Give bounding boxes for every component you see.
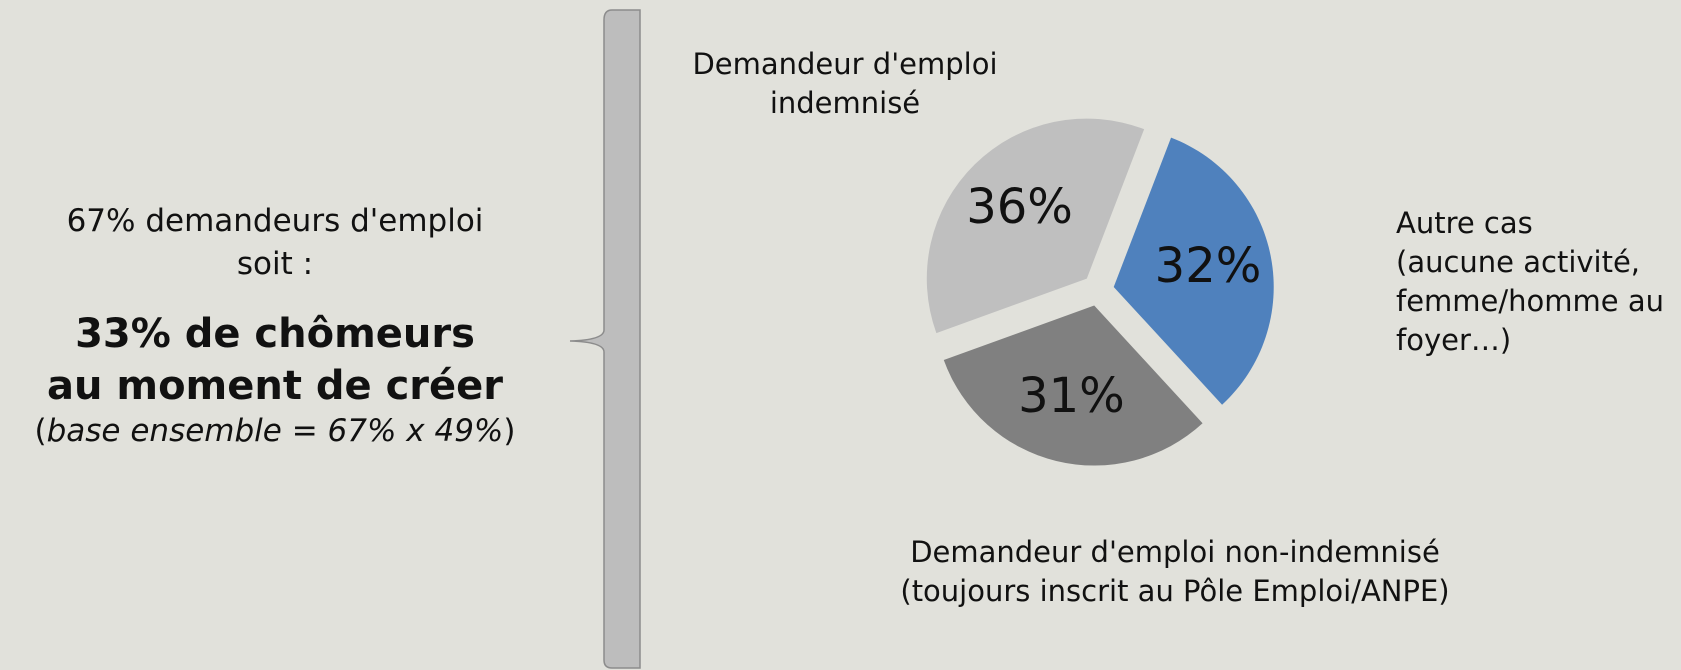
base-text: base ensemble = 67% x 49% xyxy=(46,413,504,449)
pie-slice xyxy=(926,118,1145,334)
value-label: 32% xyxy=(1155,238,1262,294)
category-label: Demandeur d'emploi non-indemnisé (toujou… xyxy=(900,535,1450,608)
note: 67% demandeurs d'emploi soit : xyxy=(66,203,484,282)
bracket xyxy=(569,9,641,669)
pie-slice xyxy=(1113,137,1274,405)
category-label: Autre cas (aucune activité, femme/homme … xyxy=(1396,206,1664,357)
base-note: (base ensemble = 67% x 49%) xyxy=(0,411,550,451)
pie-slice xyxy=(943,305,1203,466)
paren: ) xyxy=(503,413,516,449)
highlight: 33% de chômeurs au moment de créer xyxy=(47,311,503,409)
category-label: Demandeur d'emploi indemnisé xyxy=(692,47,998,120)
value-label: 31% xyxy=(1018,368,1125,424)
value-label: 36% xyxy=(966,179,1073,235)
paren: ( xyxy=(34,413,47,449)
